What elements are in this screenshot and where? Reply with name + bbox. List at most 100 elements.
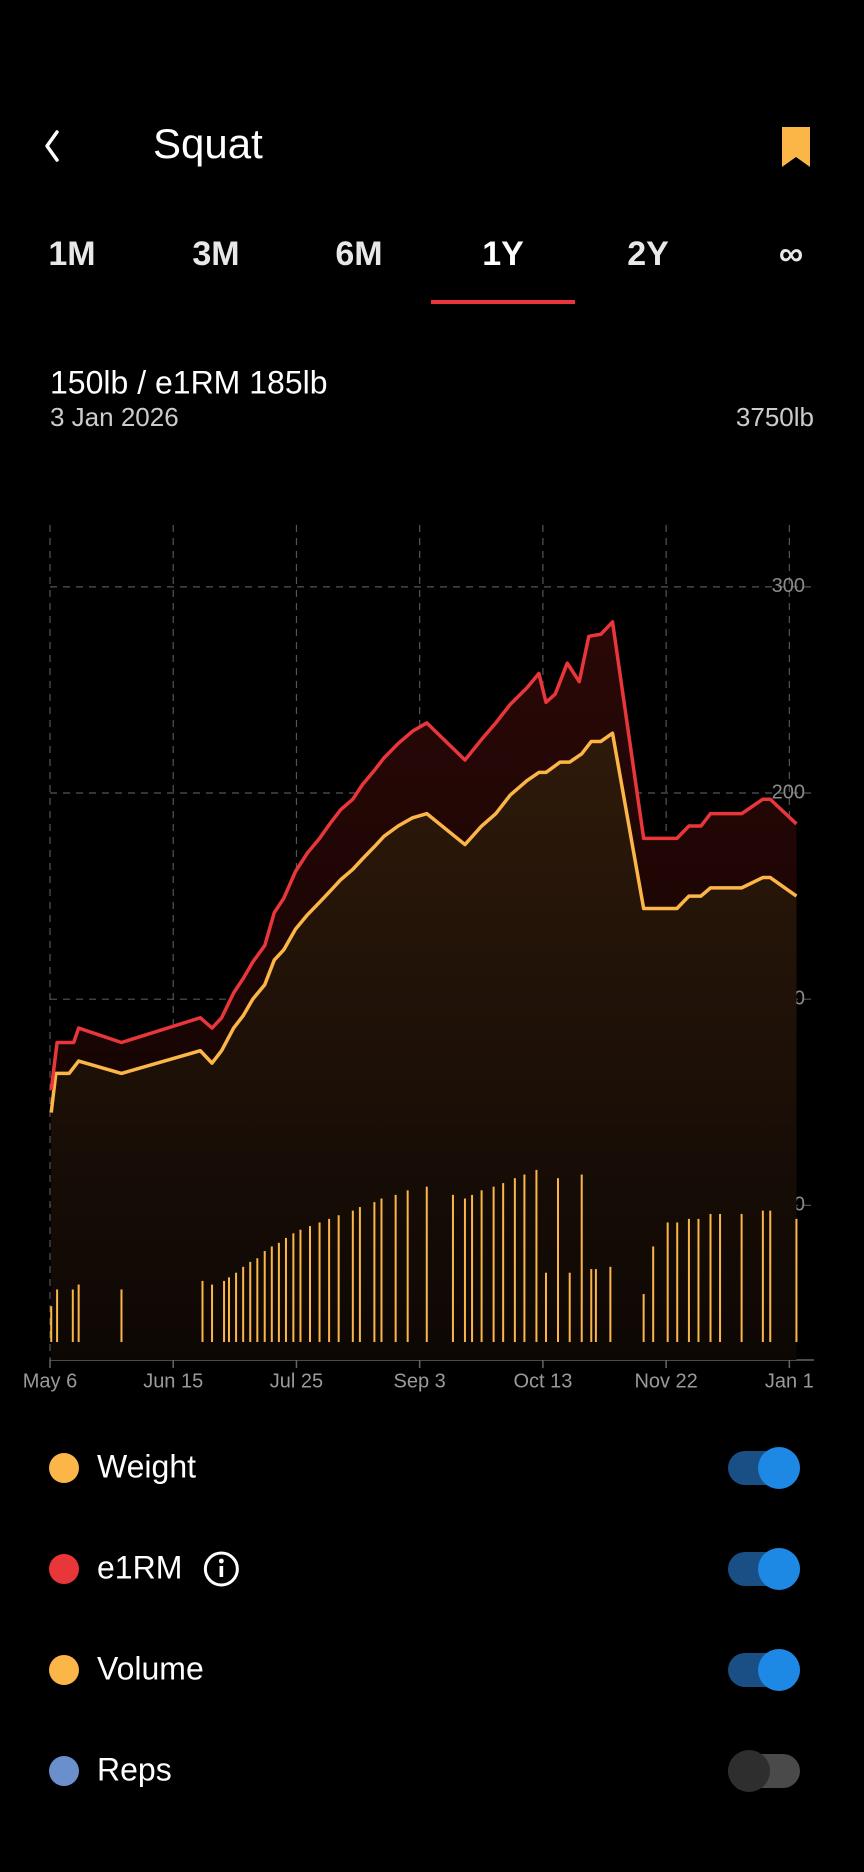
volume-bar xyxy=(223,1280,226,1342)
volume-bar xyxy=(270,1246,273,1342)
page-title: Squat xyxy=(153,120,263,167)
summary-date: 3 Jan 2026 xyxy=(50,402,179,432)
volume-bar xyxy=(425,1186,428,1342)
volume-bar xyxy=(380,1198,383,1342)
volume-bar xyxy=(535,1169,538,1342)
range-tab[interactable]: 2Y xyxy=(627,235,669,273)
volume-bar xyxy=(609,1266,612,1342)
volume-bar xyxy=(249,1261,252,1342)
volume-bar xyxy=(50,1306,53,1342)
volume-bar xyxy=(590,1269,593,1342)
volume-bar xyxy=(235,1272,238,1342)
volume-bar xyxy=(227,1277,230,1342)
volume-bar xyxy=(77,1284,80,1342)
volume-bar xyxy=(351,1210,354,1342)
info-icon[interactable] xyxy=(203,1551,239,1587)
range-tab[interactable]: 1M xyxy=(48,235,95,273)
legend-dot xyxy=(49,1453,79,1483)
volume-bar xyxy=(666,1222,669,1342)
volume-bar xyxy=(652,1246,655,1342)
volume-bar xyxy=(318,1222,321,1342)
series-toggles: Weight e1RM Volume Reps xyxy=(49,1447,800,1792)
volume-bar xyxy=(568,1272,571,1342)
volume-bar xyxy=(309,1226,312,1342)
volume-bar xyxy=(277,1242,280,1342)
volume-bar xyxy=(513,1178,516,1342)
legend-label: Weight xyxy=(97,1448,196,1484)
toggle-knob[interactable] xyxy=(758,1649,800,1691)
volume-bar xyxy=(263,1251,266,1342)
volume-bar xyxy=(451,1194,454,1342)
volume-bar xyxy=(480,1190,483,1342)
volume-bar xyxy=(120,1289,123,1342)
volume-bar xyxy=(292,1233,295,1342)
summary-headline: 150lb / e1RM 185lb xyxy=(50,364,328,400)
volume-bar xyxy=(556,1178,559,1342)
x-tick-label: Jan 1 xyxy=(765,1370,814,1392)
volume-bar xyxy=(242,1266,245,1342)
legend-dot xyxy=(49,1554,79,1584)
series-line xyxy=(49,731,798,1113)
range-tab[interactable]: 3M xyxy=(192,235,239,273)
y-tick-label: 0 xyxy=(794,1194,805,1216)
x-tick-label: Oct 13 xyxy=(513,1370,572,1392)
volume-bar xyxy=(373,1202,376,1342)
volume-bar xyxy=(211,1284,214,1342)
volume-bar xyxy=(284,1237,287,1342)
volume-bar xyxy=(463,1198,466,1342)
back-button[interactable] xyxy=(45,130,59,162)
volume-bar xyxy=(523,1174,526,1342)
volume-bar xyxy=(299,1229,302,1342)
volume-bar xyxy=(394,1194,397,1342)
x-tick-label: Sep 3 xyxy=(394,1370,446,1392)
summary-volume: 3750lb xyxy=(736,402,814,432)
toggle-knob[interactable] xyxy=(758,1447,800,1489)
x-tick-label: Jul 25 xyxy=(270,1370,323,1392)
volume-bar xyxy=(71,1289,74,1342)
volume-bar xyxy=(761,1210,764,1342)
range-tab[interactable]: 1Y xyxy=(482,235,524,273)
tab-underline xyxy=(431,300,575,304)
volume-bar xyxy=(697,1218,700,1342)
volume-bar xyxy=(471,1194,474,1342)
volume-bar xyxy=(642,1294,645,1342)
legend-dot xyxy=(49,1756,79,1786)
legend-label: e1RM xyxy=(97,1549,182,1585)
volume-bar xyxy=(406,1190,409,1342)
volume-bar xyxy=(328,1218,331,1342)
y-tick-label: 200 xyxy=(772,781,805,803)
volume-bar xyxy=(795,1218,798,1342)
volume-bar xyxy=(769,1210,772,1342)
range-tab[interactable]: ∞ xyxy=(779,235,803,273)
x-tick-label: May 6 xyxy=(23,1370,77,1392)
volume-bar xyxy=(719,1213,722,1342)
volume-bar xyxy=(687,1218,690,1342)
x-tick-label: Jun 15 xyxy=(143,1370,203,1392)
info-icon-stem xyxy=(219,1566,224,1577)
y-tick-label: 300 xyxy=(772,575,805,597)
volume-bar xyxy=(580,1174,583,1342)
volume-bar xyxy=(56,1289,59,1342)
volume-bar xyxy=(337,1215,340,1342)
range-tab[interactable]: 6M xyxy=(335,235,382,273)
volume-bar xyxy=(740,1213,743,1342)
series-line xyxy=(49,620,798,1091)
volume-bar xyxy=(358,1207,361,1342)
legend-label: Reps xyxy=(97,1751,172,1787)
toggle-knob[interactable] xyxy=(758,1548,800,1590)
bookmark-button[interactable] xyxy=(782,127,810,167)
x-tick-label: Nov 22 xyxy=(634,1370,697,1392)
volume-bar xyxy=(201,1280,204,1342)
area-fill xyxy=(51,733,797,1360)
volume-bar xyxy=(256,1258,259,1342)
volume-bar xyxy=(594,1269,597,1342)
chart: May 6 Jun 15 Jul 25 Sep 3 Oct 13 Nov 22 Jan 1 0… xyxy=(23,525,814,1392)
range-tabs: 1M 3M 6M 1Y 2Y ∞ xyxy=(48,235,803,304)
legend-label: Volume xyxy=(97,1650,204,1686)
volume-bar xyxy=(709,1213,712,1342)
toggle-knob[interactable] xyxy=(728,1750,770,1792)
volume-bar xyxy=(676,1222,679,1342)
